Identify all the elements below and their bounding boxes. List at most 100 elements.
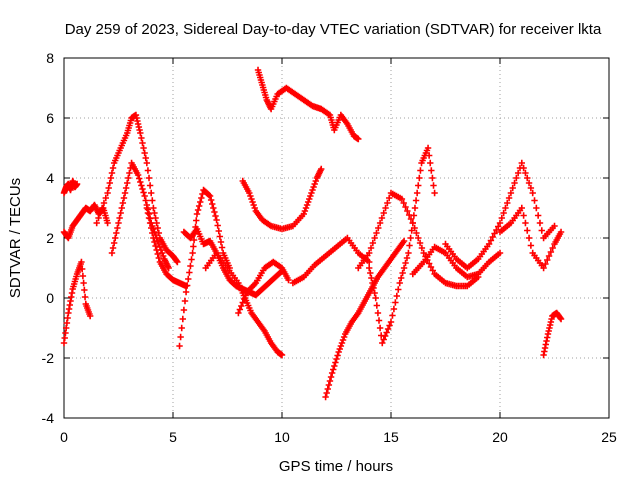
series-arc-14 <box>322 237 408 401</box>
data-point <box>119 199 127 207</box>
data-point <box>549 244 556 252</box>
data-point <box>150 204 157 212</box>
series-arc-10 <box>235 258 292 317</box>
data-point <box>527 242 535 249</box>
data-point <box>136 175 143 182</box>
plot-area <box>60 66 565 401</box>
data-point <box>197 198 204 206</box>
data-point <box>368 274 375 282</box>
x-tick-label: 20 <box>492 429 508 445</box>
data-point <box>212 212 219 220</box>
data-point <box>308 189 315 197</box>
data-point <box>509 184 516 192</box>
data-point <box>109 244 117 252</box>
data-point <box>366 258 373 266</box>
chart-title: Day 259 of 2023, Sidereal Day-to-day VTE… <box>65 21 602 38</box>
data-point <box>531 197 538 204</box>
data-point <box>285 276 292 284</box>
data-point <box>505 194 513 202</box>
data-point <box>367 244 375 252</box>
data-point <box>514 169 522 177</box>
data-point <box>187 262 194 270</box>
data-point <box>407 234 414 242</box>
data-point <box>424 144 432 152</box>
data-point <box>151 209 158 217</box>
data-point <box>246 189 253 197</box>
data-point <box>376 324 384 332</box>
data-point <box>370 284 377 292</box>
data-point <box>322 393 329 401</box>
data-point <box>405 249 412 257</box>
data-point <box>116 214 123 222</box>
data-point <box>120 194 128 202</box>
series-arc-17 <box>409 243 504 281</box>
data-point <box>372 294 379 302</box>
data-point <box>139 185 146 193</box>
data-point <box>540 264 547 272</box>
data-point <box>366 249 373 257</box>
data-point <box>142 154 149 162</box>
data-point <box>193 210 201 218</box>
data-point <box>242 292 249 299</box>
data-point <box>86 312 94 320</box>
data-point <box>413 189 421 197</box>
data-point <box>189 249 196 257</box>
data-point <box>177 333 184 341</box>
data-point <box>216 233 224 240</box>
data-point <box>400 199 407 207</box>
data-point <box>431 189 438 197</box>
data-point <box>248 195 255 203</box>
data-point <box>142 197 149 204</box>
series-arc-11 <box>239 165 325 233</box>
data-point <box>113 229 120 237</box>
data-point <box>156 243 164 251</box>
data-point <box>373 302 381 309</box>
data-point <box>399 269 406 277</box>
data-point <box>145 214 153 222</box>
data-point <box>338 339 346 347</box>
data-point <box>520 212 527 219</box>
data-point <box>382 204 389 212</box>
data-point <box>102 194 109 202</box>
data-point <box>209 200 216 208</box>
data-point <box>205 191 213 199</box>
data-point <box>406 242 413 249</box>
data-point <box>301 207 309 215</box>
data-point <box>428 167 435 174</box>
data-point <box>485 240 493 248</box>
data-point <box>193 217 200 224</box>
data-point <box>137 178 144 186</box>
axis-ticks: 0 5 10 15 20 25 -4 -2 0 2 4 6 8 <box>42 50 617 445</box>
data-point <box>112 234 119 242</box>
data-point <box>140 144 147 152</box>
data-point <box>174 258 181 266</box>
data-point <box>213 216 220 224</box>
data-point <box>118 204 125 212</box>
data-point <box>148 224 155 232</box>
data-point <box>507 189 515 197</box>
data-point <box>144 167 152 174</box>
data-point <box>141 192 148 200</box>
data-point <box>371 234 378 242</box>
y-tick-label: -4 <box>42 410 55 426</box>
data-point <box>389 312 396 319</box>
data-point <box>409 219 416 227</box>
data-point <box>149 197 156 204</box>
data-point <box>249 198 256 206</box>
data-point <box>235 309 242 317</box>
data-point <box>309 186 316 194</box>
data-point <box>496 219 504 227</box>
data-point <box>303 201 311 209</box>
data-point <box>117 209 124 217</box>
series-arc-8 <box>180 225 286 299</box>
data-point <box>278 351 286 359</box>
data-point <box>185 275 192 283</box>
x-tick-label: 10 <box>274 429 290 445</box>
data-point <box>402 203 409 211</box>
data-point <box>138 134 145 142</box>
data-point <box>380 336 387 343</box>
data-point <box>392 299 399 306</box>
data-point <box>395 286 402 293</box>
series-arc-19 <box>496 204 565 272</box>
data-point <box>420 249 427 257</box>
